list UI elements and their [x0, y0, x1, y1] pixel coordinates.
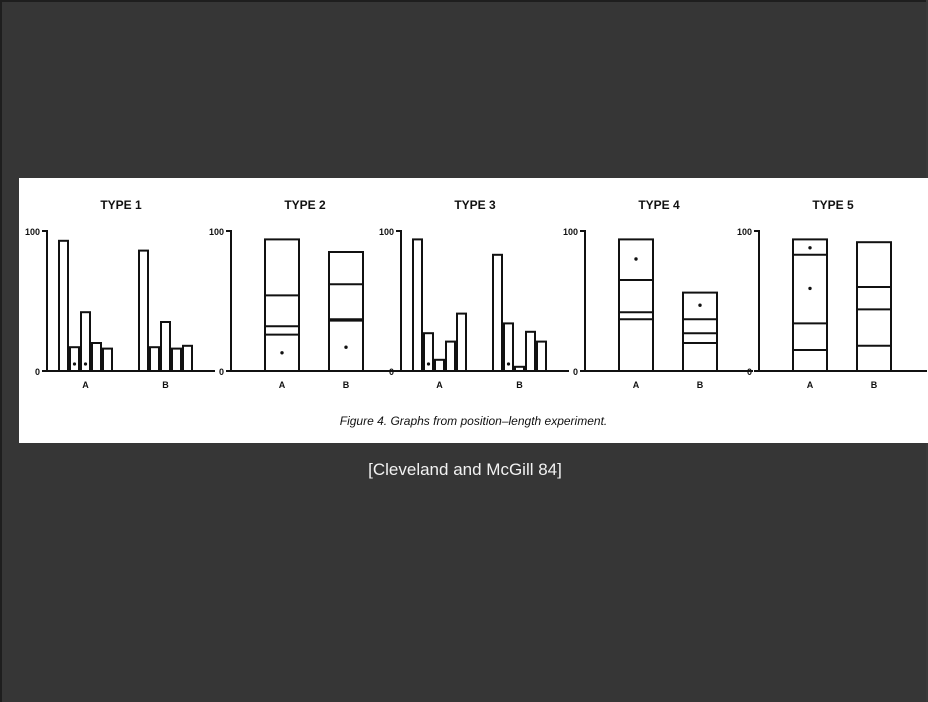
x-tick-label: A	[436, 380, 443, 390]
bar	[456, 312, 467, 373]
stacked-bar	[856, 241, 892, 372]
y-tick-label: 100	[209, 227, 224, 237]
bar	[423, 332, 434, 372]
marker-dot	[808, 286, 812, 291]
y-tick-label: 100	[25, 227, 40, 237]
y-tick-label: 0	[219, 367, 224, 377]
marker-dot	[808, 246, 812, 250]
x-tick-label: B	[162, 380, 169, 390]
marker-dot	[344, 345, 348, 349]
stacked-bar	[792, 238, 828, 373]
x-tick-label: B	[697, 380, 704, 390]
y-tick-label: 100	[563, 227, 578, 237]
bar	[69, 346, 80, 372]
marker-dot	[280, 351, 284, 355]
bar	[412, 238, 423, 373]
bar	[434, 358, 445, 373]
y-tick-label: 0	[389, 367, 394, 377]
chart-3: TYPE 3 100 0 A B	[379, 198, 569, 390]
bar	[514, 365, 525, 373]
y-tick-label: 100	[737, 227, 752, 237]
y-tick-label: 0	[747, 367, 752, 377]
bar	[503, 322, 514, 372]
x-tick-label: A	[82, 380, 89, 390]
chart-title: TYPE 5	[812, 198, 854, 212]
figure-panel: TYPE 1 100 0 A B TYPE 2 100 0 A B TYPE 3 100 0 A B TYPE…	[19, 178, 928, 443]
bar	[91, 342, 102, 372]
chart-5: TYPE 5 100 0 A B	[737, 198, 927, 390]
chart-title: TYPE 3	[454, 198, 496, 212]
bar	[182, 344, 193, 373]
marker-dot	[506, 362, 511, 366]
bar	[525, 330, 536, 373]
bar	[492, 253, 503, 372]
marker-dot	[83, 362, 88, 366]
y-tick-label: 0	[35, 367, 40, 377]
citation: [Cleveland and McGill 84]	[368, 460, 562, 479]
stacked-bar	[264, 238, 300, 373]
x-tick-label: B	[516, 380, 523, 390]
bar	[445, 340, 456, 373]
chart-title: TYPE 1	[100, 198, 142, 212]
marker-dot	[698, 303, 702, 307]
stacked-bar	[328, 251, 364, 372]
bar	[171, 347, 182, 373]
marker-dot	[426, 362, 431, 366]
y-tick-label: 0	[573, 367, 578, 377]
chart-title: TYPE 4	[638, 198, 680, 212]
bar	[138, 249, 149, 372]
bar	[149, 346, 160, 372]
marker-dot	[634, 257, 638, 261]
bar	[80, 311, 91, 372]
bar	[160, 321, 171, 372]
figure-caption: Figure 4. Graphs from position–length ex…	[339, 414, 608, 428]
chart-title: TYPE 2	[284, 198, 326, 212]
bar	[102, 347, 113, 373]
bar	[536, 340, 547, 373]
chart-1: TYPE 1 100 0 A B	[25, 198, 215, 390]
chart-2: TYPE 2 100 0 A B	[209, 198, 399, 390]
y-tick-label: 100	[379, 227, 394, 237]
x-tick-label: B	[343, 380, 350, 390]
x-tick-label: A	[279, 380, 286, 390]
stacked-bar	[618, 238, 654, 373]
x-tick-label: A	[807, 380, 814, 390]
x-tick-label: A	[633, 380, 640, 390]
chart-4: TYPE 4 100 0 A B	[563, 198, 753, 390]
bar	[58, 239, 69, 372]
marker-dot	[72, 362, 77, 366]
x-tick-label: B	[871, 380, 878, 390]
